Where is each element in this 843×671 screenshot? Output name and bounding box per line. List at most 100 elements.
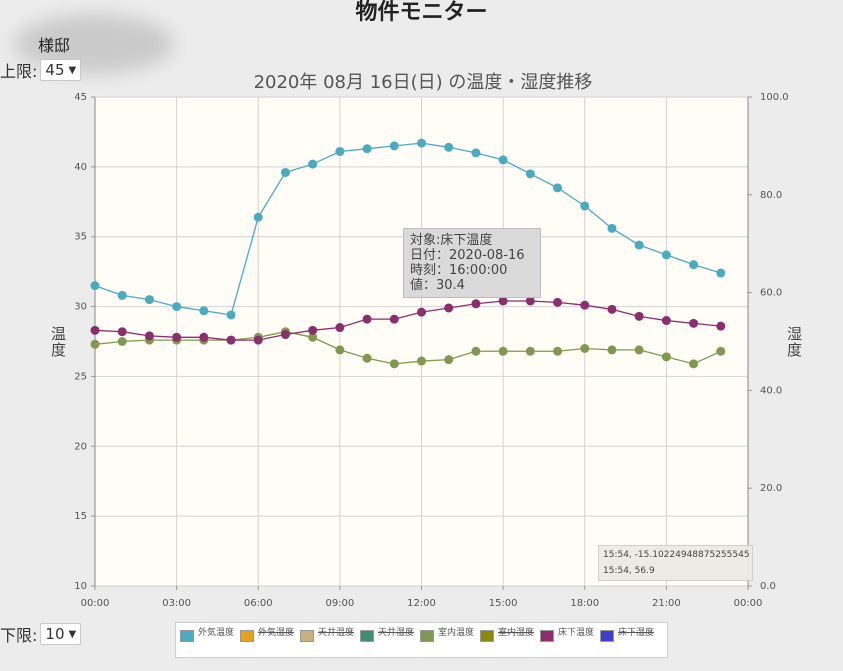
legend-item[interactable]: 床下温度 [540,626,600,654]
data-point [226,310,236,320]
legend-swatch [300,630,314,642]
data-point [362,144,372,154]
data-point [417,307,426,317]
lower-limit-value: 10 [45,625,65,643]
tooltip-date: 日付：2020-08-16 [410,248,525,263]
data-point [661,352,671,362]
legend-item[interactable]: 外気湿度 [240,626,300,654]
legend-label: 天井湿度 [378,628,415,638]
x-tick-label: 00:00 [81,598,110,609]
y-tick-label: 15 [74,511,87,522]
data-point [471,346,481,356]
legend-item[interactable]: 室内温度 [420,626,480,654]
legend-swatch [480,630,494,642]
lower-limit-row: 下限: 10 ▼ [0,622,82,646]
data-point [553,183,563,193]
data-point [389,314,399,324]
data-point [144,295,154,305]
lower-limit-select[interactable]: 10 ▼ [40,623,82,645]
y-tick-label: 30 [74,302,87,313]
legend-item[interactable]: 外気温度 [180,626,240,654]
legend-label: 室内温度 [438,628,475,638]
y-tick-label: 25 [74,371,87,382]
data-point [335,323,345,333]
data-point [580,201,590,211]
data-point [525,169,535,179]
x-tick-label: 12:00 [407,598,436,609]
data-point [444,142,454,152]
legend-label: 室内湿度 [498,628,535,638]
data-point [661,316,671,326]
tooltip-time: 時刻：16:00:00 [410,263,508,278]
legend-item[interactable]: 室内湿度 [480,626,540,654]
y2-tick-label: 0.0 [760,581,776,592]
data-point [471,299,481,309]
legend-swatch [240,630,254,642]
y-axis-label: 温度 [49,326,67,358]
data-tooltip: 対象:床下温度 日付：2020-08-16 時刻：16:00:00 値：30.4 [403,228,541,298]
legend-swatch [420,630,434,642]
upper-limit-select[interactable]: 45 ▼ [40,59,82,81]
y-tick-label: 45 [74,92,87,103]
data-point [634,345,644,355]
data-point [117,327,127,337]
series-line [94,331,722,365]
data-point [689,359,699,369]
data-point [280,330,290,340]
data-point [607,345,617,355]
data-point [525,346,535,356]
cursor-readout: 15:54, -15.10224948875255545 15:54, 56.9 [598,545,753,581]
upper-limit-row: 上限: 45 ▼ [0,58,82,82]
data-point [417,356,426,366]
legend-label: 床下湿度 [618,628,655,638]
data-point [308,159,318,169]
upper-limit-value: 45 [45,61,65,79]
data-point [444,355,454,365]
legend-label: 外気湿度 [258,628,295,638]
data-point [580,343,590,353]
data-point [362,314,372,324]
y2-axis-label: 湿度 [785,326,803,358]
legend-swatch [540,630,554,642]
data-point [199,332,209,342]
x-tick-label: 03:00 [162,598,191,609]
data-point [253,335,263,345]
data-point [553,346,563,356]
y-tick-label: 10 [74,581,87,592]
legend-item[interactable]: 天井温度 [300,626,360,654]
y2-tick-label: 20.0 [760,483,782,494]
chevron-down-icon: ▼ [68,64,77,76]
data-point [716,268,726,278]
page-title: 物件モニター [355,0,488,25]
legend-item[interactable]: 天井湿度 [360,626,420,654]
data-point [117,337,127,346]
data-point [308,332,318,342]
lower-limit-label: 下限: [0,626,38,645]
y2-tick-label: 60.0 [760,288,782,299]
legend-swatch [600,630,614,642]
data-point [362,353,372,363]
data-point [308,325,318,335]
data-point [199,306,209,316]
data-point [498,346,508,356]
data-point [253,212,263,222]
data-point [117,290,127,300]
data-point [90,339,100,349]
y-tick-label: 20 [74,441,87,452]
series-line [94,300,721,341]
data-point [471,148,481,158]
data-point [689,260,699,270]
legend-item[interactable]: 床下湿度 [600,626,660,654]
x-tick-label: 15:00 [489,598,518,609]
data-point [553,297,563,307]
data-point [172,332,182,342]
data-point [280,167,290,177]
cursor-readout-y2: 15:54, 56.9 [603,566,655,576]
x-tick-label: 21:00 [652,598,681,609]
y-tick-label: 35 [74,232,87,243]
chart-legend: 外気温度 外気湿度 天井温度 天井湿度 室内温度 室内湿度 床下温度 床下湿度 [175,622,668,658]
upper-limit-label: 上限: [0,62,38,81]
data-point [498,155,508,165]
data-point [716,346,726,356]
